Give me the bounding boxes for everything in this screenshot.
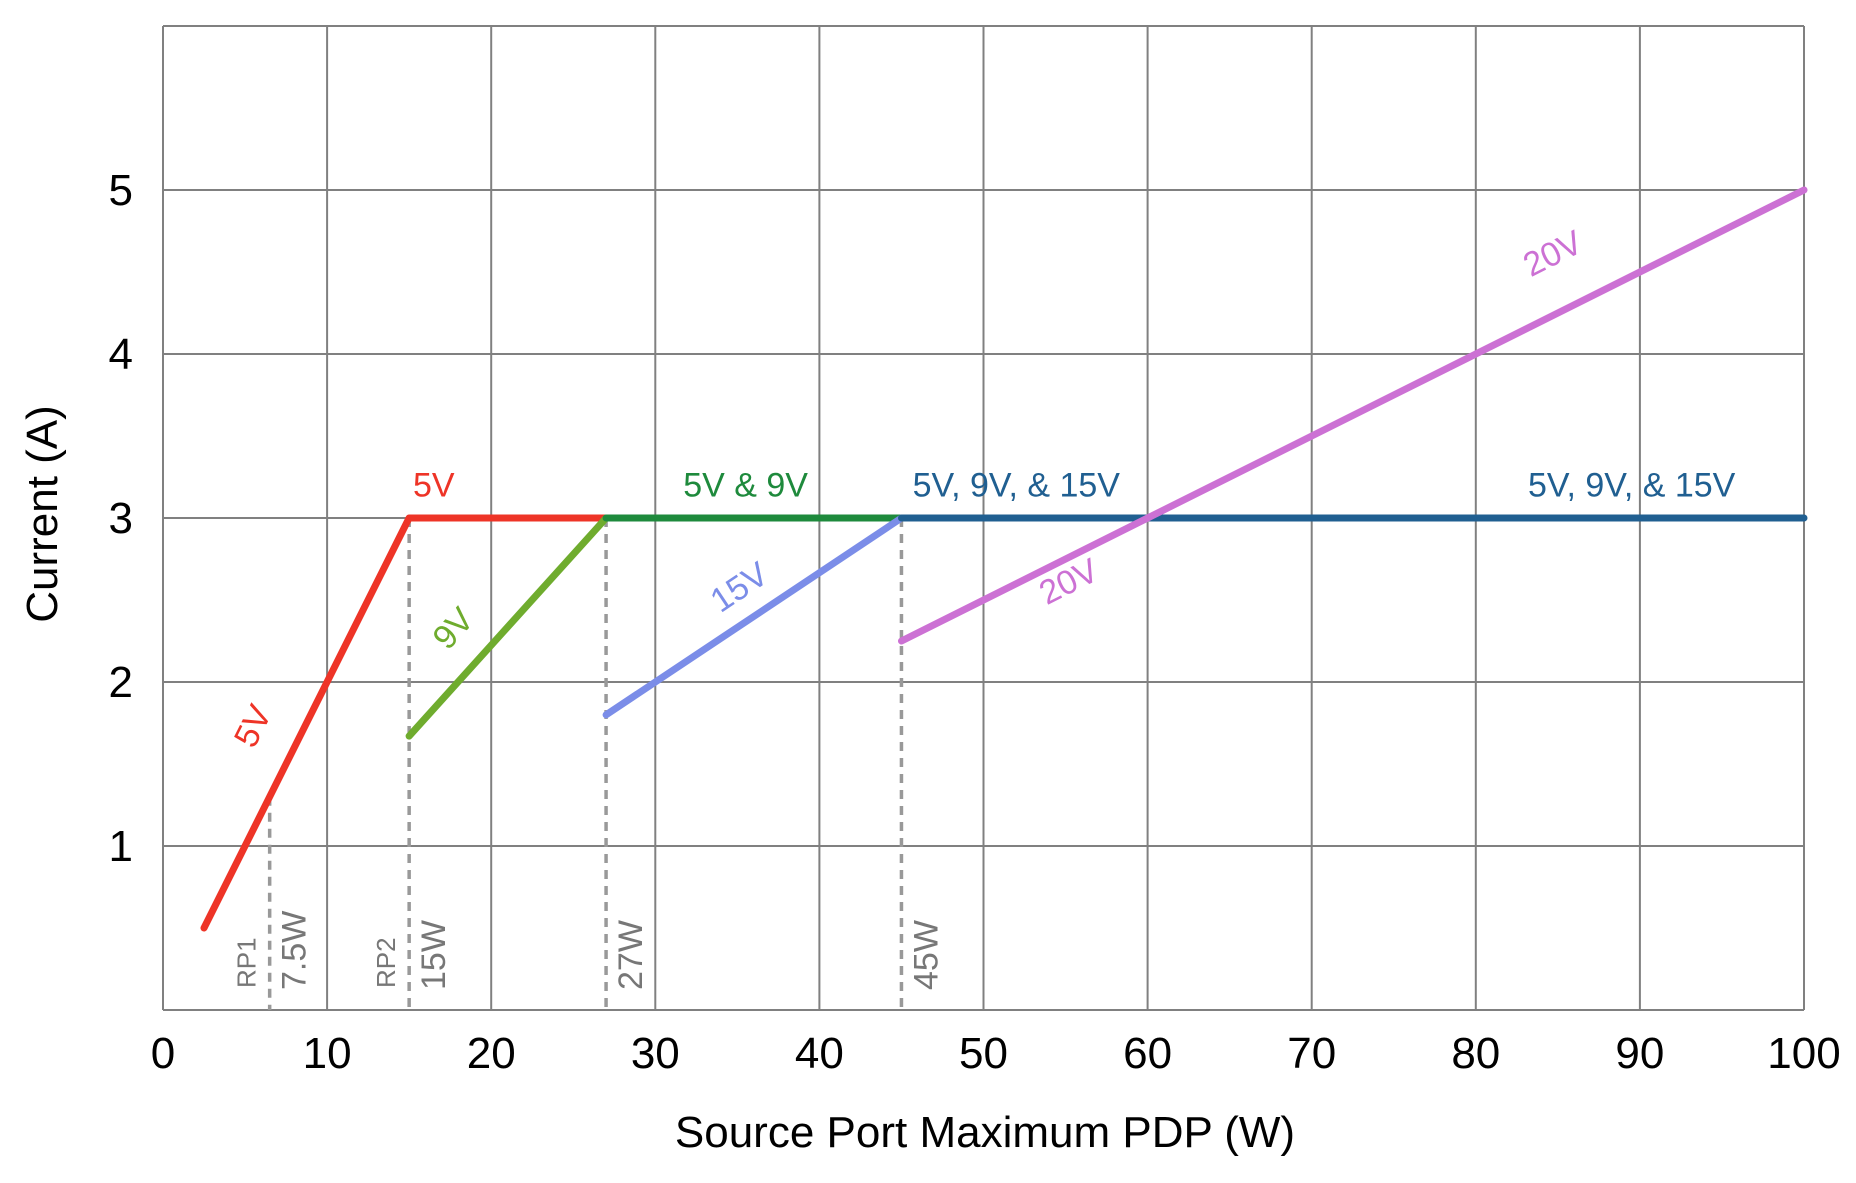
reference-line-label: 27W <box>612 920 650 990</box>
x-tick-label: 50 <box>959 1029 1008 1078</box>
y-tick-label: 1 <box>109 822 133 871</box>
series-label: 9V <box>425 600 481 657</box>
x-tick-label: 30 <box>631 1029 680 1078</box>
series-line <box>405 514 610 740</box>
series-line <box>898 186 1808 645</box>
series-label: 5V <box>413 467 455 505</box>
reference-lines: 7.5W RP1 15W RP2 27W 45W <box>232 518 945 1010</box>
x-tick-label: 40 <box>795 1029 844 1078</box>
x-tick-label: 70 <box>1287 1029 1336 1078</box>
y-axis-title: Current (A) <box>18 405 67 623</box>
series-lines <box>200 186 1808 932</box>
x-tick-label: 100 <box>1767 1029 1840 1078</box>
x-tick-label: 80 <box>1451 1029 1500 1078</box>
x-tick-label: 60 <box>1123 1029 1172 1078</box>
reference-line-label: 15W <box>415 920 453 990</box>
x-tick-label: 10 <box>303 1029 352 1078</box>
y-tick-label: 4 <box>109 330 133 379</box>
x-axis-title: Source Port Maximum PDP (W) <box>675 1108 1295 1157</box>
series-label: 5V, 9V, & 15V <box>913 467 1121 505</box>
series-label: 20V <box>1517 223 1588 284</box>
reference-line-sublabel: RP2 <box>371 937 401 988</box>
x-tick-label: 20 <box>467 1029 516 1078</box>
x-tick-label: 0 <box>151 1029 175 1078</box>
reference-line-label: 7.5W <box>276 911 314 990</box>
series-label: 5V <box>227 699 280 753</box>
x-tick-label: 90 <box>1615 1029 1664 1078</box>
y-tick-label: 3 <box>109 494 133 543</box>
tick-labels: 0 10 20 30 40 50 60 70 80 90 100 1 2 3 4 5 <box>109 166 1841 1078</box>
series-label: 5V, 9V, & 15V <box>1528 467 1736 505</box>
y-tick-label: 2 <box>109 658 133 707</box>
reference-line-sublabel: RP1 <box>232 937 262 988</box>
series-label: 20V <box>1033 551 1104 612</box>
series-line <box>602 514 905 719</box>
series-line <box>200 514 610 932</box>
y-tick-label: 5 <box>109 166 133 215</box>
series-label: 5V & 9V <box>683 467 808 505</box>
reference-line-label: 45W <box>907 920 945 990</box>
